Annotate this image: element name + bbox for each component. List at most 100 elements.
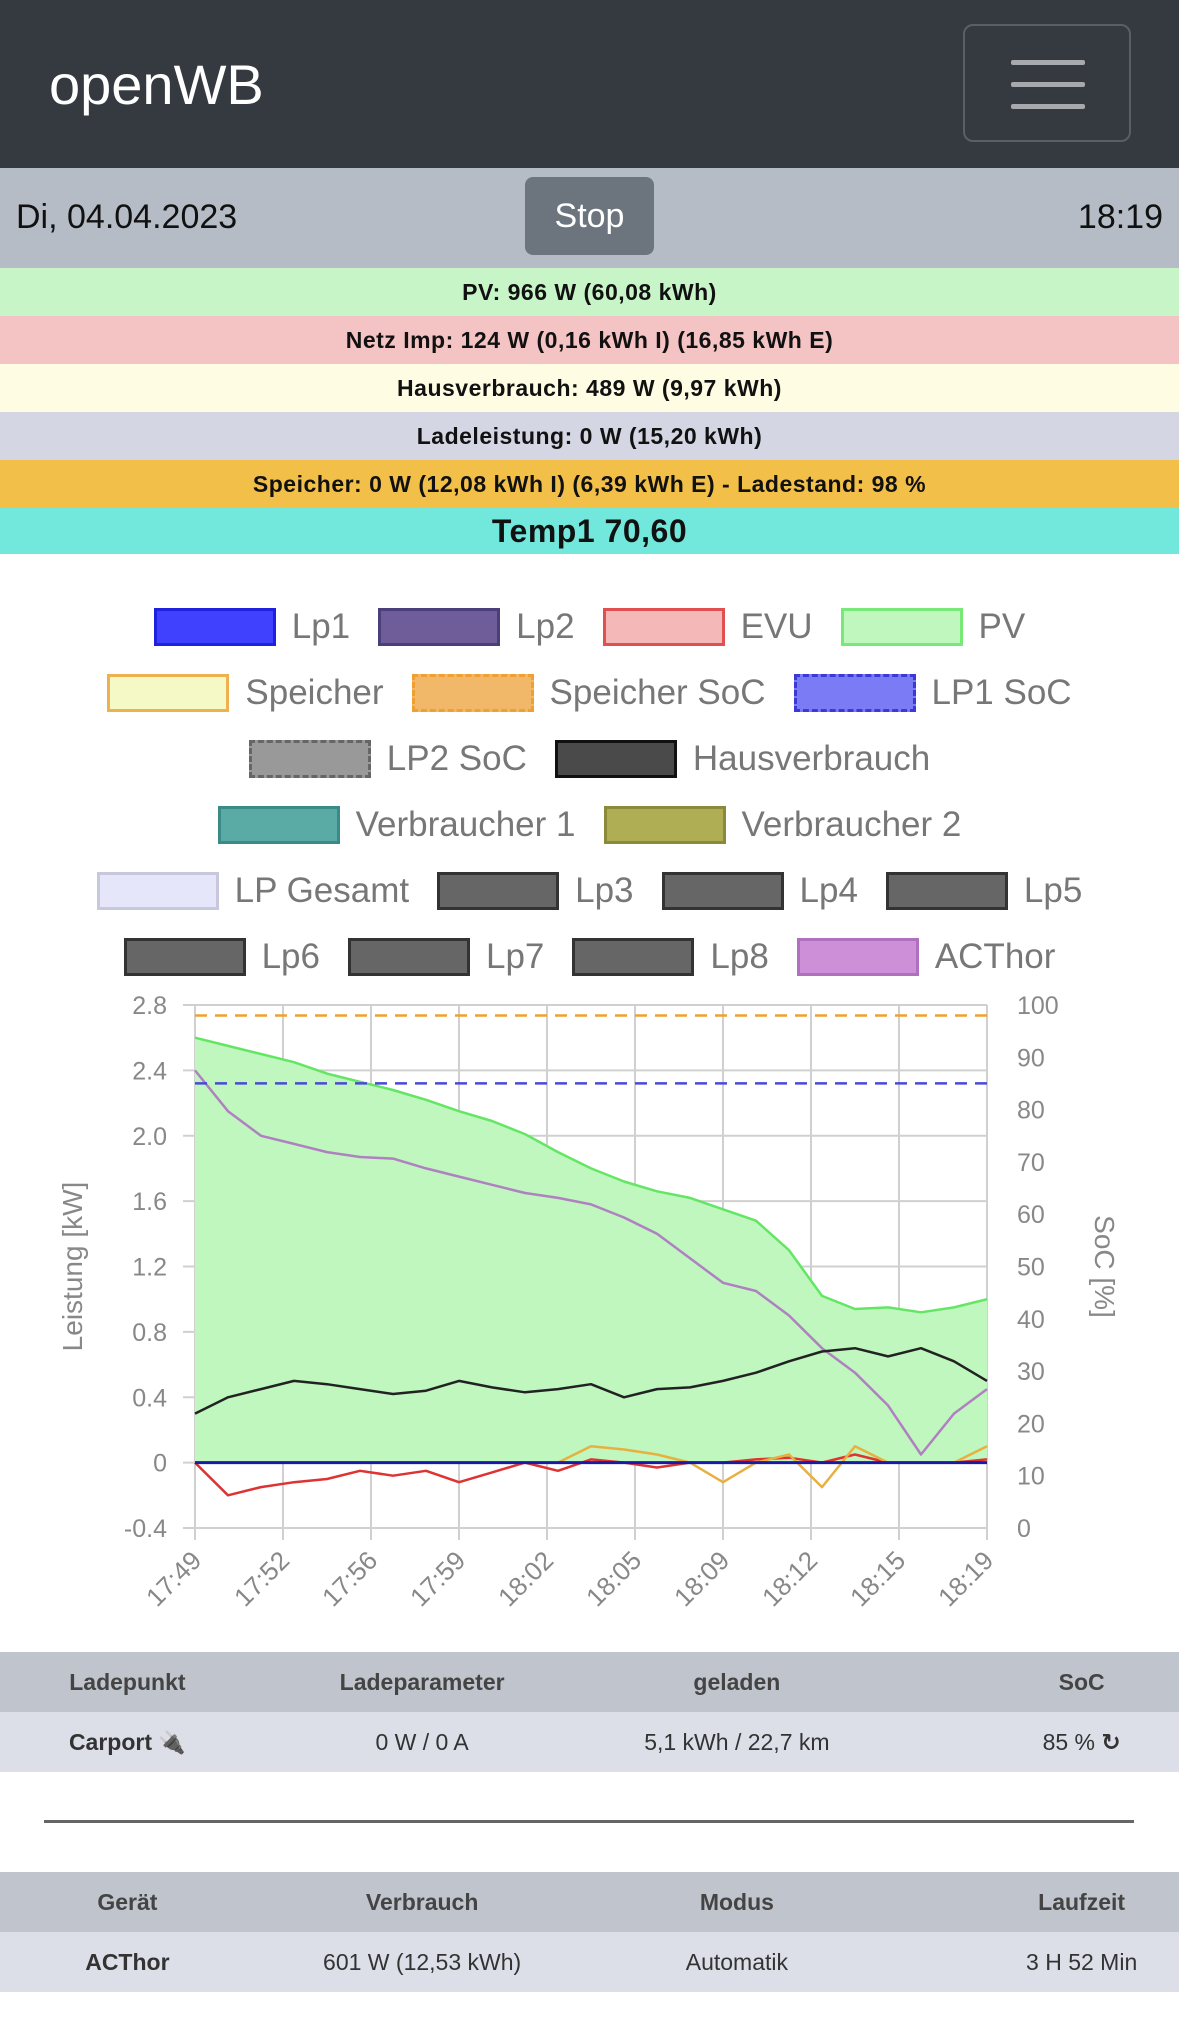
x-tick-label: 17:49 bbox=[140, 1545, 207, 1612]
legend-label: Lp1 bbox=[291, 607, 351, 646]
col-header-ladepunkt: Ladepunkt bbox=[0, 1652, 295, 1712]
col-header-geladen: geladen bbox=[589, 1652, 885, 1712]
legend-item-lp8[interactable]: Lp8 bbox=[572, 937, 769, 977]
legend-item-lp3[interactable]: Lp3 bbox=[437, 871, 634, 911]
legend-swatch bbox=[107, 674, 230, 712]
geladen-cell: 5,1 kWh / 22,7 km bbox=[589, 1712, 885, 1772]
x-tick-label: 18:19 bbox=[932, 1545, 999, 1612]
x-tick-label: 18:15 bbox=[844, 1545, 911, 1612]
legend-row: Lp1 Lp2 EVU PV bbox=[0, 594, 1179, 660]
plug-icon: 🔌 bbox=[158, 1729, 186, 1755]
hamburger-icon-bar bbox=[1011, 82, 1085, 87]
legend-item-lp7[interactable]: Lp7 bbox=[348, 937, 544, 977]
legend-swatch bbox=[348, 938, 470, 976]
legend-item-verbraucher-2[interactable]: Verbraucher 2 bbox=[603, 805, 962, 845]
legend-swatch bbox=[661, 872, 784, 910]
refresh-icon[interactable]: ↻ bbox=[1101, 1728, 1121, 1755]
series-hausverbrauch-line bbox=[194, 1346, 988, 1415]
geraet-table: Gerät Verbrauch Modus Laufzeit ACThor 60… bbox=[0, 1872, 1179, 1992]
col-header-ladeparameter: Ladeparameter bbox=[294, 1652, 590, 1712]
legend-swatch bbox=[885, 872, 1008, 910]
y2-tick-label: 40 bbox=[1017, 1306, 1045, 1334]
legend-item-lp-gesamt[interactable]: LP Gesamt bbox=[96, 871, 409, 911]
speicher-strip: Speicher: 0 W (12,08 kWh I) (6,39 kWh E)… bbox=[0, 460, 1179, 508]
ladepunkt-table: Ladepunkt Ladeparameter geladen SoC Carp… bbox=[0, 1652, 1179, 1772]
col-header-laufzeit: Laufzeit bbox=[884, 1872, 1179, 1932]
legend-swatch bbox=[572, 938, 695, 976]
y-tick-label: 2.8 bbox=[132, 992, 167, 1020]
soc-value: 85 % bbox=[1042, 1728, 1095, 1755]
legend-swatch bbox=[378, 608, 501, 646]
series-pv-area bbox=[195, 1037, 987, 1463]
table-row: Carport 🔌 0 W / 0 A 5,1 kWh / 22,7 km 85… bbox=[0, 1712, 1179, 1772]
series-pv-line bbox=[194, 1036, 988, 1314]
x-tick-label: 17:56 bbox=[316, 1545, 383, 1612]
legend-item-speicher-soc[interactable]: Speicher SoC bbox=[411, 673, 766, 713]
stop-button[interactable]: Stop bbox=[525, 177, 654, 255]
legend-swatch bbox=[96, 872, 219, 910]
col-header-geraet: Gerät bbox=[0, 1872, 295, 1932]
legend-swatch bbox=[796, 938, 919, 976]
x-tick-label: 17:59 bbox=[404, 1545, 471, 1612]
table-row: ACThor 601 W (12,53 kWh) Automatik 3 H 5… bbox=[0, 1932, 1179, 1992]
y-axis-label: Leistung [kW] bbox=[57, 1182, 88, 1352]
legend-row: LP Gesamt Lp3 Lp4 Lp5 bbox=[0, 858, 1179, 924]
legend-swatch bbox=[602, 608, 725, 646]
legend-item-lp1[interactable]: Lp1 bbox=[153, 607, 351, 647]
series-evu-line bbox=[194, 1453, 988, 1497]
y-tick-label: 2.4 bbox=[132, 1057, 167, 1085]
y2-tick-label: 70 bbox=[1017, 1149, 1045, 1177]
legend-label: Lp6 bbox=[261, 937, 320, 976]
legend-item-lp2-soc[interactable]: LP2 SoC bbox=[248, 739, 527, 779]
y2-tick-label: 50 bbox=[1017, 1254, 1045, 1282]
temp-strip: Temp1 70,60 bbox=[0, 508, 1179, 554]
legend-swatch bbox=[248, 740, 371, 778]
legend-item-verbraucher-1[interactable]: Verbraucher 1 bbox=[217, 805, 576, 845]
legend-item-hausverbrauch[interactable]: Hausverbrauch bbox=[554, 739, 930, 779]
hamburger-menu-button[interactable] bbox=[963, 24, 1131, 142]
legend-swatch bbox=[217, 806, 340, 844]
ladepunkt-name[interactable]: Carport bbox=[68, 1728, 152, 1755]
table-header-row: Gerät Verbrauch Modus Laufzeit bbox=[0, 1872, 1179, 1932]
x-tick-label: 17:52 bbox=[228, 1545, 295, 1612]
y2-tick-label: 10 bbox=[1017, 1463, 1045, 1491]
legend-label: Verbraucher 2 bbox=[741, 805, 962, 844]
legend-swatch bbox=[411, 674, 534, 712]
col-header-modus: Modus bbox=[589, 1872, 885, 1932]
legend-item-lp6[interactable]: Lp6 bbox=[123, 937, 320, 977]
legend-item-lp5[interactable]: Lp5 bbox=[885, 871, 1082, 911]
brand-title[interactable]: openWB bbox=[49, 53, 264, 116]
legend-swatch bbox=[437, 872, 560, 910]
legend-item-speicher[interactable]: Speicher bbox=[107, 673, 384, 713]
modus-cell: Automatik bbox=[589, 1932, 885, 1992]
x-tick-label: 18:02 bbox=[492, 1545, 559, 1612]
y-tick-label: -0.4 bbox=[124, 1515, 167, 1543]
table-header-row: Ladepunkt Ladeparameter geladen SoC bbox=[0, 1652, 1179, 1712]
legend-item-lp4[interactable]: Lp4 bbox=[661, 871, 858, 911]
legend-label: Verbraucher 1 bbox=[355, 805, 576, 844]
series-acthor-line bbox=[194, 1069, 988, 1456]
ladeleistung-strip: Ladeleistung: 0 W (15,20 kWh) bbox=[0, 412, 1179, 460]
legend-item-pv[interactable]: PV bbox=[840, 607, 1026, 647]
y2-tick-label: 0 bbox=[1017, 1515, 1031, 1543]
y-tick-label: 0 bbox=[153, 1450, 167, 1478]
verbrauch-cell: 601 W (12,53 kWh) bbox=[294, 1932, 590, 1992]
legend-label: Speicher bbox=[245, 673, 384, 712]
date-bar: Di, 04.04.2023 Stop 18:19 bbox=[0, 168, 1179, 268]
col-header-verbrauch: Verbrauch bbox=[294, 1872, 590, 1932]
legend-label: PV bbox=[978, 607, 1026, 646]
legend-item-evu[interactable]: EVU bbox=[602, 607, 813, 647]
y2-tick-label: 60 bbox=[1017, 1201, 1045, 1229]
netz-strip: Netz Imp: 124 W (0,16 kWh I) (16,85 kWh … bbox=[0, 316, 1179, 364]
x-tick-label: 18:12 bbox=[756, 1545, 823, 1612]
legend-item-lp1-soc[interactable]: LP1 SoC bbox=[793, 673, 1072, 713]
legend-item-acthor[interactable]: ACThor bbox=[796, 937, 1056, 977]
soc-cell: 85 % ↻ bbox=[884, 1712, 1179, 1772]
legend-label: Speicher SoC bbox=[549, 673, 766, 712]
geraet-name-cell[interactable]: ACThor bbox=[0, 1932, 295, 1992]
legend-label: Lp3 bbox=[575, 871, 634, 910]
legend-label: ACThor bbox=[934, 937, 1056, 976]
legend-label: LP2 SoC bbox=[386, 739, 527, 778]
ladepunkt-name-cell[interactable]: Carport 🔌 bbox=[0, 1712, 295, 1772]
legend-item-lp2[interactable]: Lp2 bbox=[378, 607, 575, 647]
